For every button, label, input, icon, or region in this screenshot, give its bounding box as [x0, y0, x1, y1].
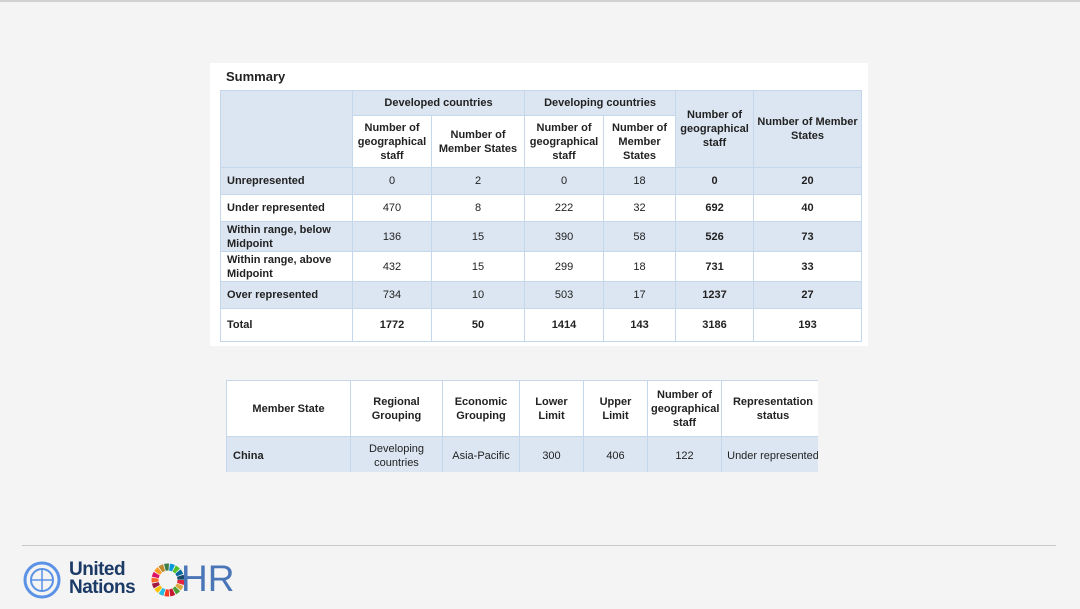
table-cell: 73 — [753, 221, 863, 252]
top-border — [0, 0, 1080, 2]
table-cell: Number of geographical staff — [352, 115, 432, 168]
table-cell: 526 — [675, 221, 755, 252]
table-row: Unrepresented 0 2 0 18 0 20 — [220, 167, 863, 195]
wheel-segment — [151, 563, 185, 597]
table-cell: 731 — [675, 251, 755, 282]
table-cell: Under represented — [721, 436, 818, 472]
table-cell: 17 — [603, 281, 677, 309]
org-name: United Nations — [69, 559, 136, 598]
table-row: Within range, below Midpoint 136 15 390 58 52… — [220, 221, 863, 252]
table-row: Number of geographical staff Number of Me… — [221, 115, 862, 168]
table-cell: China — [226, 436, 351, 472]
table-cell: 20 — [753, 167, 863, 195]
table-cell: Developing countries — [524, 90, 677, 116]
table-cell: 18 — [603, 167, 677, 195]
table-cell: 2 — [430, 167, 526, 195]
table-cell: Unrepresented — [220, 167, 353, 195]
table-cell: 470 — [352, 194, 432, 222]
un-emblem — [23, 561, 61, 599]
table-cell: 50 — [430, 308, 526, 342]
sdg-wheel — [151, 563, 185, 597]
table-cell: 692 — [675, 194, 755, 222]
table-cell: 193 — [753, 308, 863, 342]
table-cell: Number of geographical staff — [524, 115, 605, 168]
table-cell: Regional Grouping — [350, 380, 443, 437]
table-cell: 0 — [352, 167, 432, 195]
table-row: Developed countries Developing countries N… — [220, 90, 863, 168]
table-cell — [220, 90, 353, 168]
table-cell: 15 — [430, 251, 526, 282]
table-cell: Lower Limit — [519, 380, 584, 437]
table-cell: 1414 — [524, 308, 605, 342]
table-cell: 390 — [524, 221, 605, 252]
table-row: Total 1772 50 1414 143 3186 193 — [220, 308, 863, 342]
table-cell: 0 — [675, 167, 755, 195]
table-cell: 40 — [753, 194, 863, 222]
table-cell: Number of Member States — [753, 90, 863, 168]
table-cell: 32 — [603, 194, 677, 222]
table-cell: Number of geographical staff — [647, 380, 722, 437]
table-cell: Number of geographical staff — [675, 90, 755, 168]
table-cell: Upper Limit — [583, 380, 648, 437]
table-cell: Developing countries — [350, 436, 443, 472]
table-cell: 0 — [524, 167, 605, 195]
table-cell: 1772 — [352, 308, 432, 342]
table-row: China Developing countries Asia-Pacific 300… — [226, 436, 818, 472]
table-cell: 432 — [352, 251, 432, 282]
table-cell: 222 — [524, 194, 605, 222]
table-cell: 503 — [524, 281, 605, 309]
table-row: Over represented 734 10 503 17 1237 27 — [220, 281, 863, 309]
table-cell: 8 — [430, 194, 526, 222]
footer-line — [22, 545, 1056, 546]
table-cell: Member State — [226, 380, 351, 437]
table-row: Within range, above Midpoint 432 15 299 18 73… — [220, 251, 863, 282]
table-cell: Developed countries — [351, 90, 526, 116]
table-cell: 299 — [524, 251, 605, 282]
table-cell: Number of Member States — [430, 115, 526, 168]
table-cell: 15 — [430, 221, 526, 252]
table-cell: 143 — [603, 308, 677, 342]
table-row: Under represented 470 8 222 32 692 40 — [220, 194, 863, 222]
wheel-segment — [151, 563, 185, 597]
detail-table: Member State Regional Grouping Economic Gr… — [226, 380, 818, 472]
table-cell: 3186 — [675, 308, 755, 342]
table-cell: Within range, above Midpoint — [220, 251, 353, 282]
table-cell: Representation status — [721, 380, 818, 437]
table-cell: Under represented — [220, 194, 353, 222]
summary-title: Summary — [226, 69, 286, 84]
wheel-segment — [151, 563, 185, 597]
table-cell: 33 — [753, 251, 863, 282]
table-cell: 58 — [603, 221, 677, 252]
table-cell: Over represented — [220, 281, 353, 309]
table-cell: Asia-Pacific — [442, 436, 520, 472]
table-cell: 300 — [519, 436, 584, 472]
table-cell: Within range, below Midpoint — [220, 221, 353, 252]
table-cell: Economic Grouping — [442, 380, 520, 437]
table-cell: 10 — [430, 281, 526, 309]
detail-box: Member State Regional Grouping Economic Gr… — [226, 380, 818, 472]
table-cell: 122 — [647, 436, 722, 472]
table-cell: 136 — [352, 221, 432, 252]
table-cell: 406 — [583, 436, 648, 472]
table-cell: 734 — [352, 281, 432, 309]
table-cell: 18 — [603, 251, 677, 282]
table-cell: Total — [220, 308, 353, 342]
table-cell: 1237 — [675, 281, 755, 309]
table-cell: 27 — [753, 281, 863, 309]
wheel-segment — [151, 563, 185, 597]
table-cell: Number of Member States — [603, 115, 677, 168]
summary-table: Developed countries Developing countries N… — [220, 90, 863, 342]
table-row: Member State Regional Grouping Economic Gr… — [226, 380, 818, 437]
summary-box: Summary Developed countries Developing co… — [210, 63, 868, 346]
unit-name: HR — [181, 558, 235, 599]
